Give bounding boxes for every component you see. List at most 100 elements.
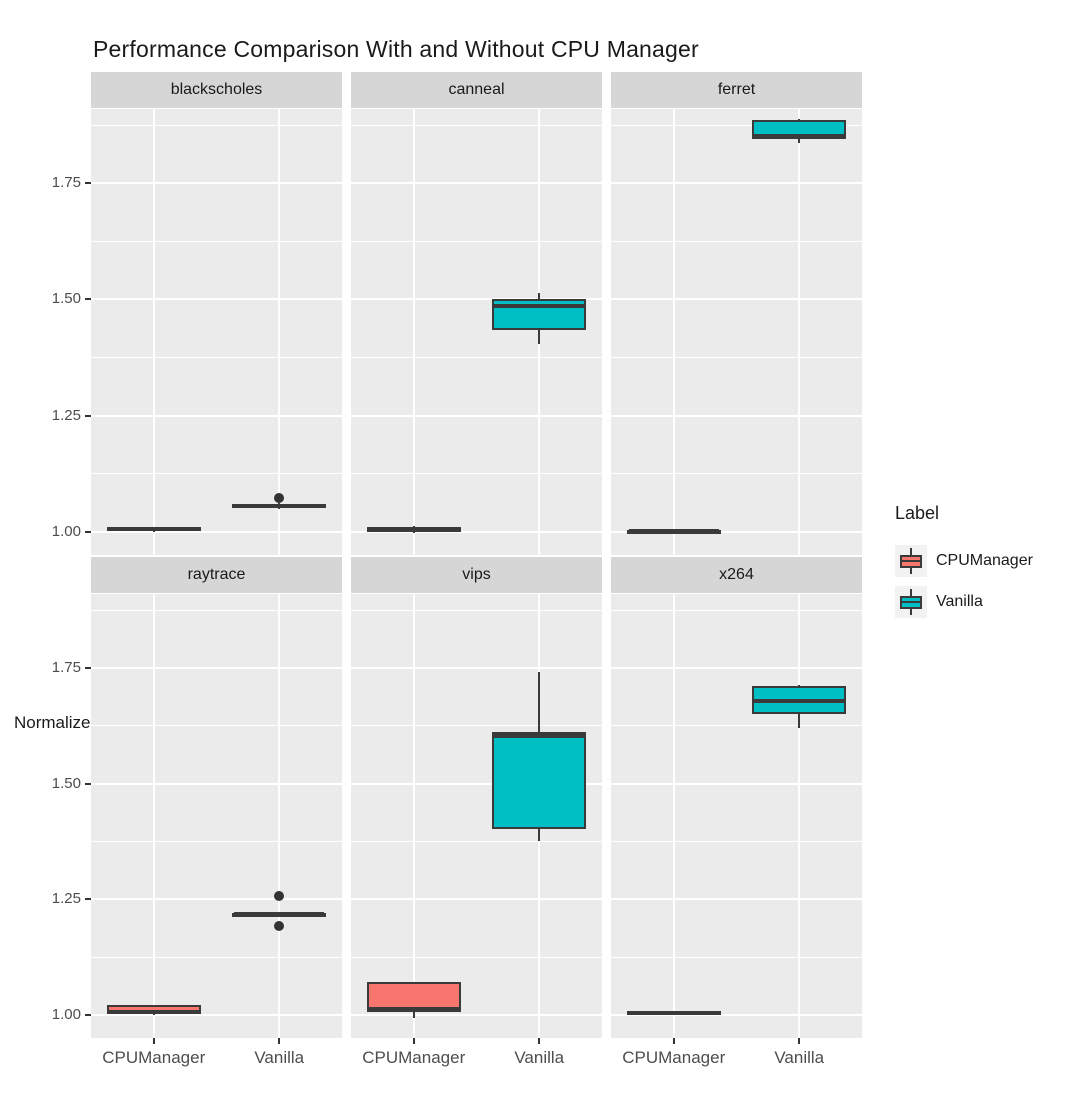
gridline-vertical: [672, 594, 675, 1038]
gridline-major: [91, 782, 342, 785]
gridline-minor: [91, 473, 342, 475]
gridline-major: [351, 298, 602, 301]
gridline-major: [611, 182, 862, 185]
box-vanilla: [492, 731, 587, 829]
gridline-vertical: [152, 594, 155, 1038]
legend-label-cpumanager: CPUManager: [936, 552, 1033, 569]
gridline-vertical: [152, 109, 155, 555]
gridline-minor: [351, 124, 602, 126]
gridline-vertical: [672, 109, 675, 555]
facet-strip-ferret: ferret: [611, 72, 862, 108]
legend-key-median: [900, 560, 922, 562]
median-cpumanager: [368, 527, 459, 532]
gridline-minor: [611, 357, 862, 359]
legend: Label CPUManager Vanilla: [895, 503, 1065, 633]
gridline-minor: [351, 725, 602, 727]
facet-panel-canneal: [351, 109, 602, 555]
median-cpumanager: [108, 526, 199, 531]
facet-panel-blackscholes: [91, 109, 342, 555]
gridline-minor: [611, 473, 862, 475]
median-cpumanager: [628, 529, 719, 534]
gridline-major: [351, 898, 602, 901]
gridline-minor: [91, 725, 342, 727]
legend-key-boxplot-icon: [895, 545, 927, 577]
gridline-major: [91, 530, 342, 533]
median-cpumanager: [628, 1010, 719, 1015]
legend-title: Label: [895, 503, 940, 523]
gridline-major: [91, 1013, 342, 1016]
facet-panel-raytrace: [91, 594, 342, 1038]
gridline-major: [351, 1013, 602, 1016]
gridline-major: [611, 1013, 862, 1016]
gridline-major: [91, 414, 342, 417]
legend-key-median: [900, 601, 922, 603]
facet-strip-x264: x264: [611, 557, 862, 593]
gridline-vertical: [278, 594, 281, 1038]
strip-label-raytrace: raytrace: [187, 566, 246, 583]
facet-strip-vips: vips: [351, 557, 602, 593]
gridline-major: [351, 182, 602, 185]
gridline-vertical: [278, 109, 281, 555]
y-tick-label: 1.50: [51, 774, 81, 792]
strip-label-canneal: canneal: [448, 81, 505, 98]
strip-label-vips: vips: [462, 566, 491, 583]
gridline-major: [351, 667, 602, 669]
gridline-major: [91, 298, 342, 301]
legend-label-vanilla: Vanilla: [936, 593, 983, 610]
x-tick-mark: [278, 1038, 281, 1044]
gridline-major: [91, 182, 342, 185]
gridline-vertical: [412, 109, 415, 555]
x-tick-label-cpumanager: CPUManager: [362, 1048, 466, 1067]
gridline-minor: [351, 473, 602, 475]
y-tick-label: 1.25: [51, 890, 81, 908]
outlier-point: [274, 492, 285, 503]
gridline-minor: [91, 956, 342, 958]
gridline-minor: [91, 124, 342, 126]
y-tick-mark: [85, 667, 91, 669]
y-tick-label: 1.00: [51, 1005, 81, 1023]
outlier-point: [274, 921, 285, 932]
gridline-major: [351, 530, 602, 533]
x-tick-label-cpumanager: CPUManager: [622, 1048, 726, 1067]
x-tick-mark: [798, 1038, 801, 1044]
y-tick-mark: [85, 530, 91, 533]
x-tick-mark: [538, 1038, 541, 1044]
median-vanilla: [234, 503, 325, 508]
y-tick-label: 1.75: [51, 659, 81, 676]
outlier-point: [274, 891, 285, 902]
median-vanilla: [754, 699, 845, 704]
y-tick-label: 1.00: [51, 522, 81, 540]
gridline-major: [611, 898, 862, 901]
gridline-minor: [611, 609, 862, 611]
gridline-minor: [351, 357, 602, 359]
y-tick-mark: [85, 414, 91, 417]
gridline-minor: [611, 725, 862, 727]
x-tick-mark: [672, 1038, 675, 1044]
legend-entry-cpumanager: CPUManager: [895, 545, 1033, 577]
x-tick-mark: [152, 1038, 155, 1044]
y-tick-label: 1.50: [51, 290, 81, 308]
gridline-minor: [611, 956, 862, 958]
gridline-major: [91, 898, 342, 901]
y-tick-mark: [85, 898, 91, 901]
legend-entry-vanilla: Vanilla: [895, 586, 983, 618]
median-vanilla: [754, 133, 845, 138]
gridline-vertical: [798, 594, 801, 1038]
strip-label-blackscholes: blackscholes: [170, 81, 263, 98]
gridline-major: [91, 667, 342, 669]
median-vanilla: [494, 734, 585, 739]
gridline-major: [611, 667, 862, 669]
facet-panel-ferret: [611, 109, 862, 555]
strip-label-ferret: ferret: [717, 81, 756, 98]
facet-strip-blackscholes: blackscholes: [91, 72, 342, 108]
median-cpumanager: [368, 1006, 459, 1011]
gridline-minor: [351, 609, 602, 611]
gridline-minor: [91, 240, 342, 242]
gridline-minor: [91, 840, 342, 842]
gridline-minor: [611, 240, 862, 242]
gridline-major: [611, 414, 862, 417]
gridline-vertical: [412, 594, 415, 1038]
x-tick-label-cpumanager: CPUManager: [102, 1048, 206, 1067]
facet-panel-x264: [611, 594, 862, 1038]
x-tick-label-vanilla: Vanilla: [254, 1048, 305, 1067]
